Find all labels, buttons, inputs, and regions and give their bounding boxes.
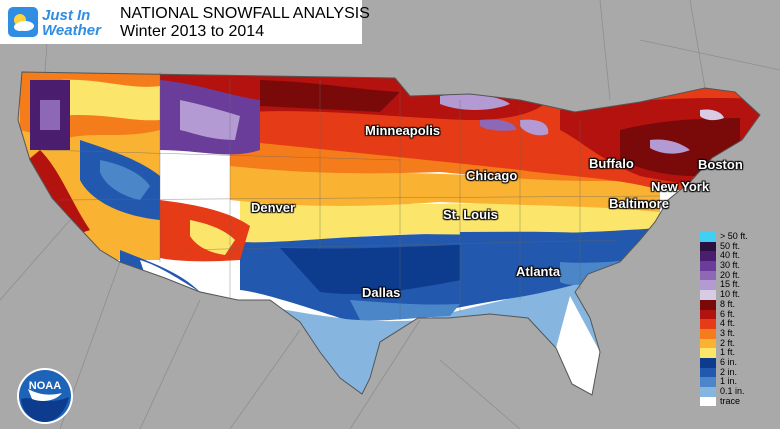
legend-label: 0.1 in. — [720, 386, 745, 396]
legend-item: > 50 ft. — [700, 231, 772, 242]
header-panel: Just In Weather NATIONAL SNOWFALL ANALYS… — [0, 0, 370, 44]
legend-item: 3 ft. — [700, 327, 772, 339]
legend-swatch — [700, 309, 716, 320]
city-label-dallas: Dallas — [362, 285, 401, 300]
city-label-minneapolis: Minneapolis — [365, 123, 441, 138]
legend-item: 30 ft. — [700, 260, 772, 271]
legend-label: > 50 ft. — [720, 231, 748, 241]
legend-swatch — [700, 396, 716, 407]
snowfall-legend: > 50 ft. 50 ft. 40 ft. 30 ft. 20 ft. 15 ft. 10… — [700, 231, 772, 407]
legend-swatch — [700, 338, 716, 349]
legend-item: 50 ft. — [700, 240, 772, 252]
legend-swatch — [700, 367, 716, 378]
legend-swatch — [700, 319, 716, 329]
legend-swatch — [700, 377, 716, 387]
legend-swatch — [700, 270, 716, 281]
legend-label: 6 in. — [720, 356, 738, 367]
map-subtitle: Winter 2013 to 2014 — [120, 23, 265, 40]
weather-icon — [8, 7, 38, 37]
legend-item: 1 ft. — [700, 347, 772, 358]
city-label-baltimore: Baltimore — [609, 196, 669, 211]
legend-label: 20 ft. — [720, 269, 741, 280]
legend-item: 6 in. — [700, 356, 772, 368]
legend-item: 2 in. — [700, 366, 772, 378]
legend-label: 50 ft. — [720, 240, 741, 251]
legend-swatch — [700, 261, 716, 271]
legend-label: 40 ft. — [720, 250, 741, 261]
legend-swatch — [700, 251, 716, 262]
legend-label: 6 ft. — [720, 308, 736, 319]
us-outline — [17, 71, 761, 396]
legend-item: 0.1 in. — [700, 386, 772, 397]
noaa-logo: NOAA — [17, 368, 73, 424]
legend-item: trace — [700, 395, 772, 407]
city-label-buffalo: Buffalo — [589, 156, 634, 171]
just-in-weather-logo: Just In Weather — [8, 5, 112, 39]
legend-item: 6 ft. — [700, 308, 772, 320]
legend-label: 1 ft. — [720, 347, 736, 358]
city-label-boston: Boston — [698, 157, 743, 172]
legend-swatch — [700, 348, 716, 358]
legend-label: 8 ft. — [720, 298, 736, 309]
legend-item: 10 ft. — [700, 289, 772, 300]
legend-label: 1 in. — [720, 376, 738, 387]
legend-swatch — [700, 280, 716, 291]
legend-label: trace — [720, 395, 741, 406]
legend-swatch — [700, 357, 716, 368]
city-label-chicago: Chicago — [466, 168, 518, 183]
legend-item: 4 ft. — [700, 318, 772, 329]
legend-label: 30 ft. — [720, 260, 741, 271]
legend-item: 8 ft. — [700, 298, 772, 310]
legend-label: 3 ft. — [720, 327, 736, 338]
legend-swatch — [700, 232, 716, 242]
legend-label: 15 ft. — [720, 279, 741, 290]
brand-name-line1: Just In — [42, 7, 91, 24]
city-label-new-york: New York — [651, 179, 710, 194]
city-label-st-louis: St. Louis — [443, 207, 498, 222]
legend-label: 4 ft. — [720, 318, 736, 329]
legend-label: 2 ft. — [720, 337, 736, 348]
legend-item: 1 in. — [700, 376, 772, 387]
legend-swatch — [700, 290, 716, 300]
legend-item: 15 ft. — [700, 279, 772, 291]
legend-swatch — [700, 387, 716, 397]
legend-item: 40 ft. — [700, 250, 772, 262]
noaa-logo-text: NOAA — [29, 380, 61, 392]
legend-swatch — [700, 328, 716, 339]
city-label-atlanta: Atlanta — [516, 264, 561, 279]
city-label-denver: Denver — [251, 200, 296, 215]
legend-item: 20 ft. — [700, 269, 772, 281]
legend-label: 10 ft. — [720, 289, 741, 300]
state-lines — [39, 72, 661, 320]
legend-label: 2 in. — [720, 366, 738, 377]
legend-swatch — [700, 241, 716, 252]
map-title: NATIONAL SNOWFALL ANALYSIS — [120, 5, 370, 22]
brand-name-line2: Weather — [42, 22, 101, 39]
legend-item: 2 ft. — [700, 337, 772, 349]
legend-swatch — [700, 299, 716, 310]
